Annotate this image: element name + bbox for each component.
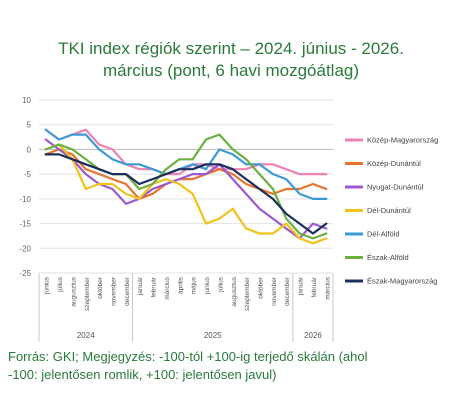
y-tick-label: -15 <box>19 220 31 229</box>
x-tick-label: április <box>177 276 184 294</box>
x-tick-label: március <box>164 276 171 300</box>
x-tick-label: december <box>284 276 291 306</box>
y-tick-label: -10 <box>19 195 31 204</box>
x-tick-label: szeptember <box>84 276 91 311</box>
x-tick-label: január <box>137 276 144 296</box>
y-tick-label: -5 <box>24 170 32 179</box>
x-tick-label: október <box>258 276 265 299</box>
source-note-line-2: -100: jelentősen romlik, +100: jelentőse… <box>8 367 277 382</box>
legend-label: Közép-Dunántúl <box>367 159 421 168</box>
x-tick-label: július <box>57 276 64 293</box>
y-tick-label: -20 <box>19 244 31 253</box>
x-tick-label: október <box>97 276 104 299</box>
x-tick-label: június <box>44 276 51 295</box>
series-line <box>44 148 328 200</box>
y-tick-label: 10 <box>22 96 31 105</box>
year-label: 2026 <box>304 331 322 340</box>
source-note-line-1: Forrás: GKI; Megjegyzés: -100-tól +100-i… <box>8 349 368 364</box>
x-tick-label: november <box>111 276 118 306</box>
source-note: Forrás: GKI; Megjegyzés: -100-tól +100-i… <box>8 348 456 384</box>
x-tick-label: november <box>271 276 278 306</box>
legend-label: Észak-Alföld <box>367 253 409 262</box>
year-label: 2025 <box>204 331 222 340</box>
legend-label: Észak-Magyarország <box>367 277 437 286</box>
chart-title-line-2: március (pont, 6 havi mozgóátlag) <box>102 61 360 80</box>
x-tick-label: szeptember <box>244 276 251 311</box>
legend-label: Dél-Dunántúl <box>367 206 411 215</box>
series-line <box>44 153 328 235</box>
x-tick-label: február <box>311 276 318 297</box>
series-line <box>44 133 328 240</box>
x-tick-label: december <box>124 276 131 306</box>
y-tick-label: 0 <box>27 145 32 154</box>
x-tick-label: augusztus <box>70 276 77 306</box>
series-line <box>44 138 328 240</box>
series-line <box>44 128 328 200</box>
chart-title: TKI index régiók szerint – 2024. június … <box>0 38 462 82</box>
x-tick-label: május <box>191 276 198 294</box>
x-tick-label: július <box>217 276 224 293</box>
legend-label: Dél-Alföld <box>367 230 400 239</box>
x-tick-label: március <box>324 276 331 300</box>
year-label: 2024 <box>77 331 95 340</box>
y-tick-label: 5 <box>27 121 32 130</box>
legend-label: Közép-Magyarország <box>367 136 438 145</box>
series-line <box>44 143 328 245</box>
chart: 10 5 0 -5 -10 -15 -20 -25 június július augusztus s… <box>19 96 438 342</box>
x-tick-label: augusztus <box>231 276 238 306</box>
chart-title-line-1: TKI index régiók szerint – 2024. június … <box>58 39 404 58</box>
x-tick-label: január <box>298 276 305 296</box>
x-tick-label: június <box>204 276 211 295</box>
y-tick-label: -25 <box>19 269 31 278</box>
legend-label: Nyugat-Dunántúl <box>367 183 424 192</box>
x-tick-label: február <box>151 276 158 297</box>
